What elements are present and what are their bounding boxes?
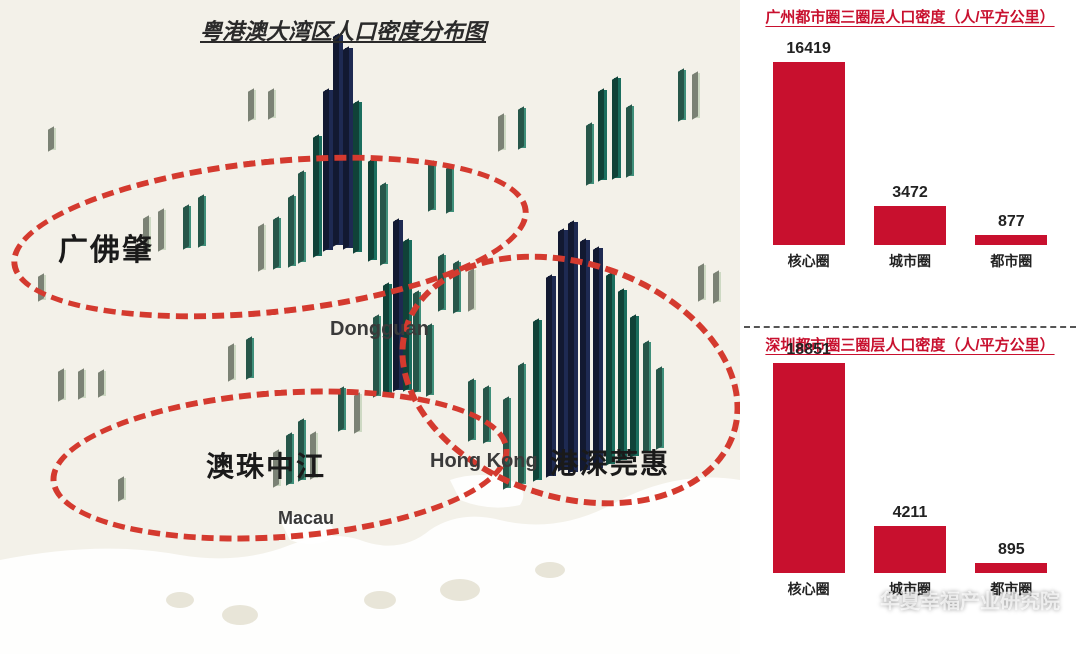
density-spike [700, 265, 706, 300]
watermark-text: 华夏幸福产业研究院 [880, 585, 1060, 614]
bar-category: 核心圈 [788, 251, 830, 271]
density-spike [694, 73, 700, 118]
density-spike [500, 115, 506, 150]
bar [773, 62, 845, 245]
chart-title: 广州都市圈三圈层人口密度（人/平方公里） [752, 6, 1068, 27]
density-spike [614, 78, 621, 178]
density-spike [100, 371, 106, 396]
bar [874, 526, 946, 573]
bar-value: 18851 [786, 341, 831, 359]
map-title: 粤港澳大湾区人口密度分布图 [200, 14, 486, 46]
density-spike [715, 272, 721, 302]
density-spike [270, 90, 276, 118]
density-spike [628, 106, 634, 176]
cluster-label-gfz: 广佛肇 [58, 225, 154, 269]
bar-value: 4211 [893, 504, 928, 522]
bar-category: 核心圈 [788, 579, 830, 599]
cluster-label-gsgh: 港深莞惠 [550, 442, 670, 482]
bar-wrap: 3472 城市圈 [860, 184, 960, 271]
bar [773, 363, 845, 573]
density-spike [248, 338, 254, 378]
bar-value: 895 [998, 541, 1025, 559]
bar-group: 16419 核心圈 3472 城市圈 877 都市圈 [752, 31, 1068, 271]
chart-guangzhou: 广州都市圈三圈层人口密度（人/平方公里） 16419 核心圈 3472 城市圈 877 都… [740, 0, 1080, 326]
bar [975, 563, 1047, 573]
cluster-label-azjz: 澳珠中江 [206, 445, 326, 485]
bar-wrap: 18851 核心圈 [759, 341, 859, 599]
bar-value: 3472 [892, 184, 928, 202]
density-spike [588, 124, 594, 184]
density-spike [80, 370, 86, 398]
city-label: Dongguan [330, 318, 429, 341]
bar-group: 18851核心圈4211城市圈895都市圈 [752, 359, 1068, 599]
city-label: Hong Kong [430, 450, 538, 473]
bar-value: 16419 [786, 40, 831, 58]
wechat-icon [848, 587, 874, 613]
watermark: 华夏幸福产业研究院 [848, 585, 1060, 614]
density-spike [250, 90, 256, 120]
density-spike [230, 345, 236, 380]
bar [975, 235, 1047, 245]
density-spike [600, 90, 607, 180]
map-panel: 粤港澳大湾区人口密度分布图 广佛肇澳珠中江 港深莞惠 Dongguan Macau H… [0, 0, 740, 654]
bar-value: 877 [998, 213, 1025, 231]
bar-wrap: 877 都市圈 [961, 213, 1061, 271]
density-spike [520, 108, 526, 148]
bar [874, 206, 946, 245]
density-spike [680, 70, 686, 120]
bar-category: 都市圈 [990, 251, 1032, 271]
city-label: Macau [278, 508, 334, 529]
density-spike [60, 370, 66, 400]
density-spike [50, 128, 56, 150]
charts-column: 广州都市圈三圈层人口密度（人/平方公里） 16419 核心圈 3472 城市圈 877 都… [740, 0, 1080, 654]
bar-category: 城市圈 [889, 251, 931, 271]
bar-wrap: 16419 核心圈 [759, 40, 859, 271]
